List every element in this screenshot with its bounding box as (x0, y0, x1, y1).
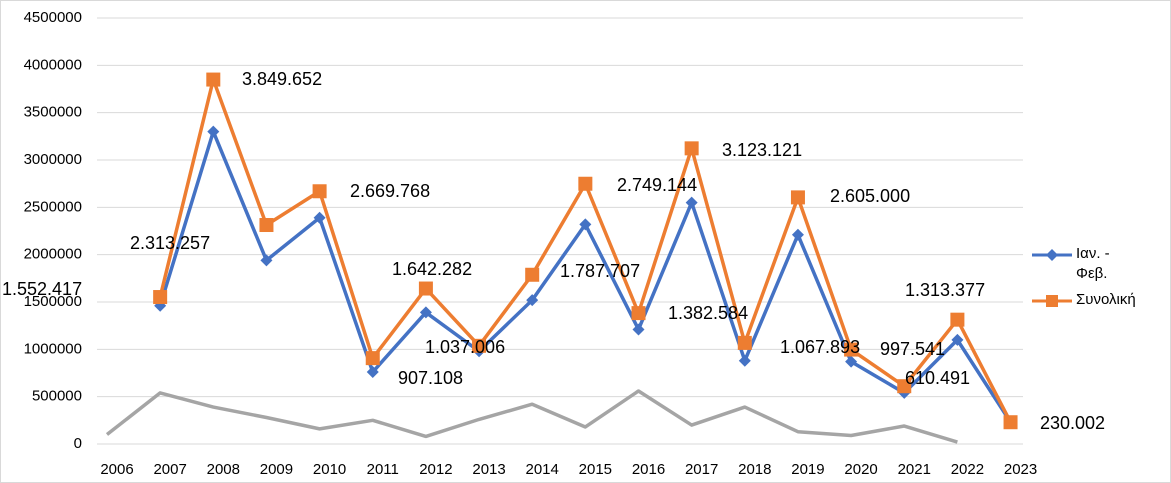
marker (1003, 415, 1018, 430)
x-tick-label: 2006 (100, 461, 133, 478)
data-label: 1.552.417 (2, 279, 82, 299)
data-label: 1.787.707 (560, 261, 640, 281)
y-tick-label: 0 (74, 435, 82, 452)
legend-marker (1046, 295, 1058, 307)
y-tick-label: 4000000 (24, 56, 82, 73)
data-label: 2.605.000 (830, 186, 910, 206)
marker (312, 184, 327, 199)
marker (684, 141, 699, 156)
marker (578, 176, 593, 191)
y-tick-label: 2500000 (24, 198, 82, 215)
y-tick-label: 2000000 (24, 246, 82, 263)
data-label: 1.382.584 (668, 303, 748, 323)
marker (845, 355, 858, 368)
y-tick-label: 500000 (32, 388, 82, 405)
marker (418, 281, 433, 296)
x-tick-label: 2018 (738, 461, 771, 478)
x-tick-label: 2013 (472, 461, 505, 478)
x-tick-label: 2017 (685, 461, 718, 478)
data-label: 1.067.893 (780, 337, 860, 357)
data-label: 1.037.006 (425, 337, 505, 357)
marker (950, 312, 965, 327)
marker (738, 354, 751, 367)
marker (419, 306, 432, 319)
marker (365, 351, 380, 366)
marker (737, 335, 752, 350)
x-tick-label: 2016 (632, 461, 665, 478)
marker (206, 72, 221, 87)
legend: Ιαν. - Φεβ. Συνολική (1030, 244, 1136, 316)
data-label: 907.108 (398, 368, 463, 388)
data-label: 230.002 (1040, 413, 1105, 433)
data-label: 1.642.282 (392, 259, 472, 279)
marker (632, 323, 645, 336)
data-label: 2.669.768 (350, 181, 430, 201)
legend-item: Συνολική (1030, 290, 1144, 310)
marker (153, 290, 168, 305)
marker (790, 190, 805, 205)
marker (525, 267, 540, 282)
data-label: 3.849.652 (242, 69, 322, 89)
x-tick-label: 2019 (791, 461, 824, 478)
marker (472, 338, 487, 353)
data-label: 2.749.144 (617, 175, 697, 195)
legend-icon (1032, 295, 1072, 307)
data-label: 610.491 (905, 368, 970, 388)
x-tick-label: 2023 (1004, 461, 1037, 478)
data-label: 3.123.121 (722, 140, 802, 160)
data-label: 997.541 (880, 339, 945, 359)
marker (631, 306, 646, 321)
marker (259, 218, 274, 233)
series-line (105, 389, 958, 444)
x-tick-label: 2020 (844, 461, 877, 478)
x-tick-label: 2021 (898, 461, 931, 478)
marker (844, 342, 859, 357)
y-tick-label: 1500000 (24, 293, 82, 310)
y-tick-label: 1000000 (24, 340, 82, 357)
x-tick-label: 2022 (951, 461, 984, 478)
marker (313, 211, 326, 224)
x-tick-label: 2012 (419, 461, 452, 478)
x-tick-label: 2008 (207, 461, 240, 478)
x-tick-label: 2007 (153, 461, 186, 478)
y-tick-label: 4500000 (24, 9, 82, 26)
x-tick-label: 2011 (367, 461, 399, 478)
marker (260, 254, 273, 267)
series-line (158, 77, 1013, 424)
marker (791, 228, 804, 241)
legend-icon (1032, 249, 1072, 261)
legend-item: Ιαν. - Φεβ. (1030, 244, 1144, 284)
y-tick-label: 3500000 (24, 104, 82, 121)
marker (579, 218, 592, 231)
x-tick-label: 2009 (260, 461, 293, 478)
marker (685, 196, 698, 209)
x-tick-label: 2010 (313, 461, 346, 478)
data-label: 2.313.257 (130, 233, 210, 253)
y-tick-label: 3000000 (24, 151, 82, 168)
marker (207, 125, 220, 138)
marker (366, 366, 379, 379)
x-tick-label: 2014 (526, 461, 559, 478)
marker (897, 379, 912, 394)
data-label: 1.313.377 (905, 280, 985, 300)
marker (951, 333, 964, 346)
legend-label: Συνολική (1076, 291, 1136, 308)
legend-marker (1046, 249, 1058, 261)
x-tick-label: 2015 (579, 461, 612, 478)
marker (526, 294, 539, 307)
legend-label: Ιαν. - Φεβ. (1076, 245, 1110, 282)
